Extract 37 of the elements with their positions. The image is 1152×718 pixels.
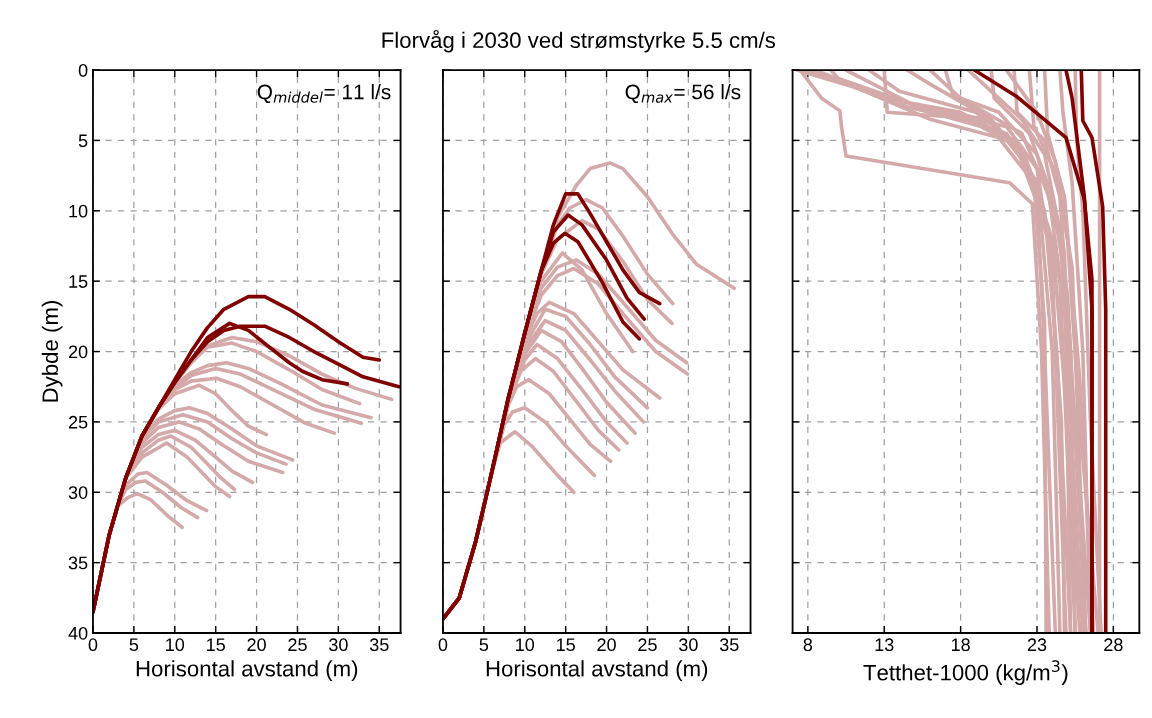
x-tick-label: 25 xyxy=(288,638,307,652)
x-tick-label: 15 xyxy=(556,638,575,652)
y-tick-label: 30 xyxy=(68,486,88,499)
chart-title: Florvåg i 2030 ved strømstyrke 5.5 cm/s xyxy=(382,29,776,53)
x-tick-label: 28 xyxy=(1104,638,1123,652)
x-tick-label: 5 xyxy=(479,638,489,652)
y-tick-label: 0 xyxy=(78,64,88,77)
x-tick-label: 0 xyxy=(438,638,448,652)
x-axis-title: Tetthet-1000 (kg/m$^{3}$) xyxy=(863,660,1068,685)
x-tick-label: 13 xyxy=(875,638,894,652)
annotation: Q$_{max}$= 56 l/s xyxy=(625,84,741,104)
x-tick-label: 35 xyxy=(369,638,389,652)
x-axis-title: Horisontal avstand (m) xyxy=(136,660,358,681)
x-tick-label: 20 xyxy=(247,638,266,652)
x-tick-label: 5 xyxy=(129,638,139,652)
x-tick-label: 15 xyxy=(207,638,225,652)
x-tick-label: 30 xyxy=(329,638,348,652)
y-tick-label: 5 xyxy=(78,134,88,148)
x-tick-label: 10 xyxy=(516,638,535,652)
x-axis-title: Horisontal avstand (m) xyxy=(486,660,708,681)
y-tick-label: 25 xyxy=(68,415,88,429)
y-tick-label: 15 xyxy=(69,275,88,288)
y-tick-label: 35 xyxy=(68,556,88,570)
x-tick-label: 18 xyxy=(951,638,970,652)
x-tick-label: 30 xyxy=(679,638,698,652)
y-axis-title: Dybde (m) xyxy=(41,301,63,402)
x-tick-label: 8 xyxy=(803,638,813,652)
y-tick-label: 20 xyxy=(68,345,88,359)
x-tick-label: 0 xyxy=(88,638,98,652)
y-tick-label: 10 xyxy=(69,204,88,218)
x-tick-label: 35 xyxy=(719,638,739,652)
x-tick-label: 25 xyxy=(638,638,657,652)
x-tick-label: 10 xyxy=(166,638,185,652)
x-tick-label: 23 xyxy=(1027,638,1047,652)
y-tick-label: 40 xyxy=(68,626,88,640)
x-tick-label: 20 xyxy=(597,638,616,652)
annotation: Q$_{middel}$= 11 l/s xyxy=(257,84,391,104)
